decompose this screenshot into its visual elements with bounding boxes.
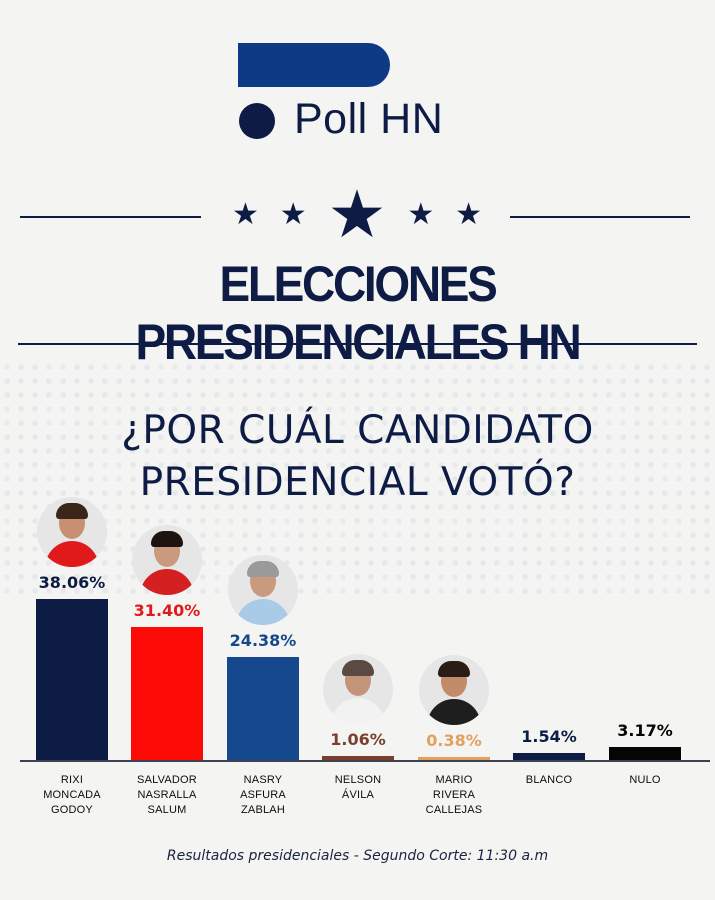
logo-bar-shape	[238, 43, 390, 87]
star-icon: ★	[455, 197, 482, 232]
candidate-photo	[228, 555, 298, 625]
bar	[418, 757, 490, 760]
candidate-photo	[37, 497, 107, 567]
value-label: 1.06%	[330, 730, 386, 749]
star-icon: ★	[232, 197, 259, 232]
candidate-photo	[132, 525, 202, 595]
value-label: 0.38%	[426, 731, 482, 750]
divider-right	[510, 216, 690, 218]
value-label: 24.38%	[229, 631, 297, 650]
divider-below-title	[18, 343, 697, 345]
bar	[322, 756, 394, 760]
category-label: SALVADOR NASRALLA SALUM	[137, 774, 197, 816]
value-label: 38.06%	[38, 573, 106, 592]
footer-note: Resultados presidenciales - Segundo Cort…	[166, 848, 549, 864]
bar-group: 3.17%	[609, 500, 681, 760]
value-label: 3.17%	[617, 721, 673, 740]
star-icon: ★	[279, 197, 307, 232]
bar-group: 31.40%	[131, 500, 203, 760]
divider-left	[20, 216, 201, 218]
question-line-1: ¿POR CUÁL CANDIDATO	[121, 408, 594, 453]
category-label: RIXI MONCADA GODOY	[43, 774, 101, 816]
bar-group: 1.06%	[322, 500, 394, 760]
bar	[36, 599, 108, 760]
question-line-2: PRESIDENCIAL VOTÓ?	[139, 460, 576, 505]
value-label: 1.54%	[521, 727, 577, 746]
bar	[513, 753, 585, 760]
brand-name: Poll HN	[294, 95, 444, 143]
stars-row: ★ ★ ★ ★ ★	[232, 182, 482, 248]
category-label: MARIO RIVERA CALLEJAS	[425, 774, 483, 816]
chart-question: ¿POR CUÁL CANDIDATO PRESIDENCIAL VOTÓ?	[0, 405, 715, 509]
candidate-photo	[323, 654, 393, 724]
logo-dot-shape	[239, 103, 275, 139]
category-label: BLANCO	[525, 774, 573, 786]
bar-group: 24.38%	[227, 500, 299, 760]
candidate-photo	[419, 655, 489, 725]
bar	[227, 657, 299, 760]
value-label: 31.40%	[133, 601, 201, 620]
star-icon: ★	[407, 197, 435, 232]
dotted-map-background	[0, 360, 715, 600]
bar-group: 38.06%	[36, 497, 108, 760]
star-icon-large: ★	[327, 176, 387, 253]
bar-chart: 38.06% 31.40% 24.38% 1.06% 0.38% 1.54% 3.17%	[0, 497, 715, 800]
category-label: NULO	[629, 774, 661, 786]
bar-group: 0.38%	[418, 500, 490, 760]
category-label: NASRY ASFURA ZABLAH	[240, 774, 286, 816]
bar	[131, 627, 203, 760]
bar-group: 1.54%	[513, 500, 585, 760]
category-label: NELSON ÁVILA	[334, 774, 382, 801]
chart-baseline	[20, 760, 710, 762]
bar	[609, 747, 681, 760]
page-title: ELECCIONES PRESIDENCIALES HN	[135, 256, 582, 370]
